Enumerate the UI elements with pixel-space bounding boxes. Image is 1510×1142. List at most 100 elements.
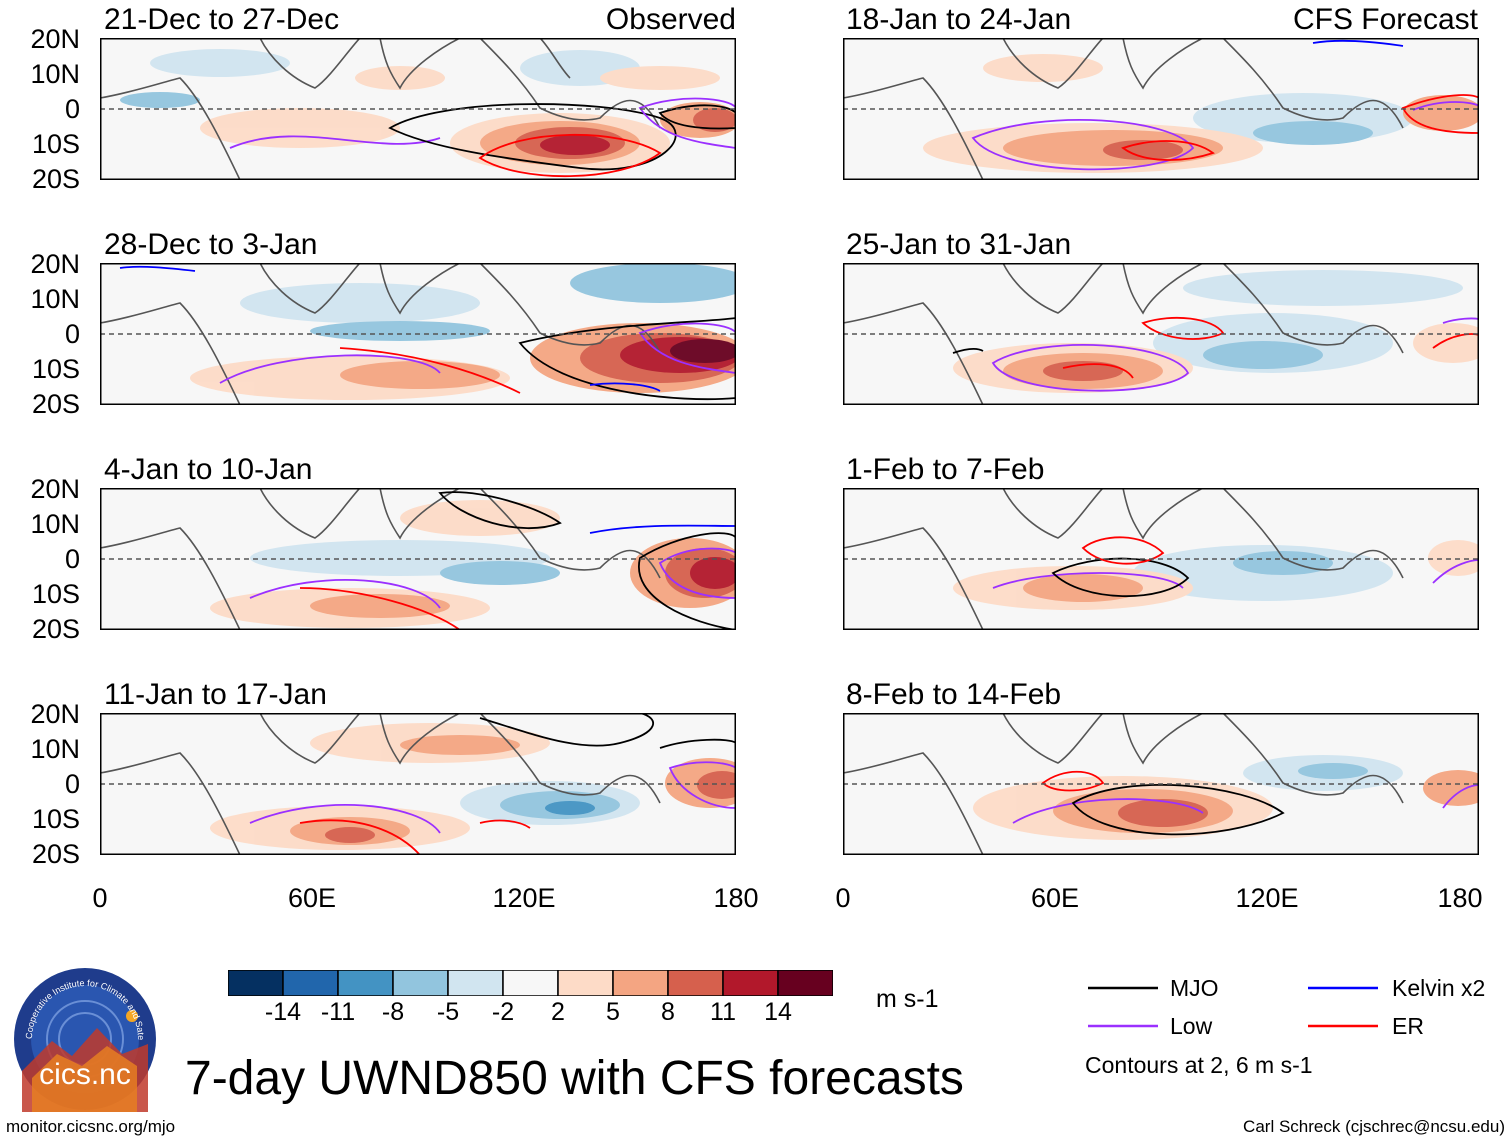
map-panel-7 xyxy=(843,488,1479,630)
legend-er-line xyxy=(1308,1024,1378,1028)
lon-label-120e: 120E xyxy=(1235,883,1299,913)
lon-label-180: 180 xyxy=(713,883,759,913)
lat-label-20s: 20S xyxy=(31,614,80,644)
coastlines xyxy=(843,263,1404,405)
wave-contours xyxy=(952,316,1479,392)
wave-contours xyxy=(992,536,1479,598)
colorbar-tick-label: 11 xyxy=(710,998,736,1026)
colorbar-tick-label: -5 xyxy=(436,998,460,1026)
colorbar-tick-label: 5 xyxy=(606,998,620,1026)
map-panel-6 xyxy=(843,263,1479,405)
wind-shading xyxy=(210,723,736,850)
logo-text: cics.nc xyxy=(39,1058,131,1091)
colorbar-swatch xyxy=(502,970,559,996)
colorbar-tick-label: 8 xyxy=(661,998,675,1026)
map-panel-3 xyxy=(100,488,736,630)
footer-url: monitor.cicsnc.org/mjo xyxy=(6,1117,176,1136)
coastlines xyxy=(100,488,661,630)
lat-label-eq: 0 xyxy=(64,319,80,349)
panel-title-7: 1-Feb to 7-Feb xyxy=(846,453,1045,486)
colorbar-swatch xyxy=(392,970,449,996)
legend-low-line xyxy=(1088,1024,1158,1028)
map-panel-2 xyxy=(100,263,736,405)
lat-label-10n: 10N xyxy=(30,59,80,89)
panel-title-8: 8-Feb to 14-Feb xyxy=(846,678,1062,711)
map-panel-5 xyxy=(843,38,1479,180)
coastlines xyxy=(843,38,1404,180)
lat-label-10n: 10N xyxy=(30,734,80,764)
panel-title-4: 11-Jan to 17-Jan xyxy=(104,678,327,711)
colorbar-swatch xyxy=(228,970,284,996)
lat-label-10s: 10S xyxy=(31,354,80,384)
lon-label-120e: 120E xyxy=(492,883,556,913)
lat-label-eq: 0 xyxy=(64,769,80,799)
lat-label-10s: 10S xyxy=(31,804,80,834)
footer-credit: Carl Schreck (cjschrec@ncsu.edu) xyxy=(1243,1117,1505,1136)
wave-contours xyxy=(971,39,1479,171)
coastlines xyxy=(100,38,661,180)
coastlines xyxy=(843,488,1404,630)
colorbar-swatch xyxy=(337,970,394,996)
lat-label-20n: 20N xyxy=(30,474,80,504)
wind-shading xyxy=(190,263,736,400)
colorbar-units: m s-1 xyxy=(876,985,939,1013)
map-panel-8 xyxy=(843,713,1479,855)
colorbar-swatch xyxy=(282,970,339,996)
lat-label-20n: 20N xyxy=(30,699,80,729)
lat-label-10s: 10S xyxy=(31,129,80,159)
lon-label-0: 0 xyxy=(92,883,108,913)
lat-label-20s: 20S xyxy=(31,839,80,869)
lat-label-10n: 10N xyxy=(30,284,80,314)
lat-label-10s: 10S xyxy=(31,579,80,609)
colorbar-tick-label: -11 xyxy=(320,998,356,1026)
map-panel-1 xyxy=(100,38,736,180)
lat-label-eq: 0 xyxy=(64,94,80,124)
wind-shading xyxy=(953,270,1479,393)
colorbar-tick-label: -8 xyxy=(381,998,405,1026)
colorbar-swatch xyxy=(557,970,614,996)
colorbar-tick-label: 14 xyxy=(764,998,792,1026)
colorbar-swatch xyxy=(612,970,669,996)
panel-title-3: 4-Jan to 10-Jan xyxy=(104,453,313,486)
legend-mjo-label: MJO xyxy=(1170,975,1219,1001)
legend-low-label: Low xyxy=(1170,1013,1213,1039)
colorbar-swatch xyxy=(667,970,724,996)
coastlines xyxy=(843,713,1404,855)
colorbar-swatch xyxy=(777,970,833,996)
legend-kelvin-line xyxy=(1308,986,1378,990)
contour-note: Contours at 2, 6 m s-1 xyxy=(1085,1052,1313,1078)
wave-contours xyxy=(1012,770,1479,836)
legend-kelvin-label: Kelvin x2 xyxy=(1392,975,1486,1001)
lon-label-60e: 60E xyxy=(287,883,337,913)
colorbar xyxy=(228,970,833,996)
panel-title-6: 25-Jan to 31-Jan xyxy=(846,228,1072,261)
legend-er-label: ER xyxy=(1392,1013,1424,1039)
panel-title-5: 18-Jan to 24-Jan xyxy=(846,3,1072,36)
colorbar-swatch xyxy=(447,970,504,996)
map-panel-4 xyxy=(100,713,736,855)
wave-contours xyxy=(229,97,736,178)
lat-label-20n: 20N xyxy=(30,249,80,279)
colorbar-tick-label: 2 xyxy=(551,998,565,1026)
coastlines xyxy=(100,713,661,855)
lat-label-eq: 0 xyxy=(64,544,80,574)
wind-shading xyxy=(210,500,736,628)
colorbar-swatch xyxy=(722,970,779,996)
observed-label: Observed xyxy=(605,3,736,36)
cics-logo: Cooperative Institute for Climate and Sa… xyxy=(12,966,156,1112)
wave-contours xyxy=(119,265,736,401)
lat-label-20s: 20S xyxy=(31,389,80,419)
lon-label-180: 180 xyxy=(1437,883,1483,913)
forecast-label: CFS Forecast xyxy=(1292,3,1478,36)
panel-title-1: 21-Dec to 27-Dec xyxy=(104,3,340,36)
lat-label-20n: 20N xyxy=(30,24,80,54)
lat-label-20s: 20S xyxy=(31,164,80,194)
lon-label-60e: 60E xyxy=(1030,883,1080,913)
lat-label-10n: 10N xyxy=(30,509,80,539)
lon-label-0: 0 xyxy=(835,883,851,913)
panel-title-2: 28-Dec to 3-Jan xyxy=(104,228,318,261)
colorbar-tick-label: -14 xyxy=(264,998,302,1026)
wave-contours xyxy=(249,713,736,855)
main-title: 7-day UWND850 with CFS forecasts xyxy=(185,1052,964,1105)
colorbar-tick-label: -2 xyxy=(491,998,515,1026)
